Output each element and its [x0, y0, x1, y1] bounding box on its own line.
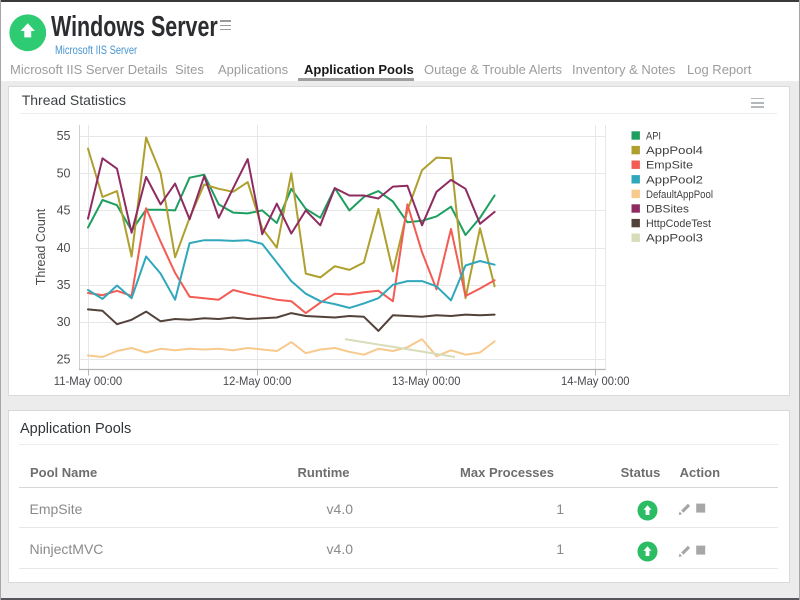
- svg-text:13-May 00:00: 13-May 00:00: [392, 374, 461, 388]
- svg-text:14-May 00:00: 14-May 00:00: [561, 374, 630, 388]
- svg-text:AppPool4: AppPool4: [646, 145, 703, 157]
- svg-text:55: 55: [57, 129, 71, 143]
- svg-text:40: 40: [57, 241, 71, 255]
- svg-text:35: 35: [57, 278, 71, 292]
- svg-text:50: 50: [57, 166, 71, 180]
- svg-text:25: 25: [57, 352, 71, 366]
- svg-text:DBSites: DBSites: [646, 204, 690, 216]
- svg-text:API: API: [646, 131, 661, 143]
- svg-text:DefaultAppPool: DefaultAppPool: [646, 189, 713, 201]
- svg-text:30: 30: [57, 315, 71, 329]
- svg-text:Thread Count: Thread Count: [34, 208, 48, 285]
- svg-text:11-May 00:00: 11-May 00:00: [54, 374, 123, 388]
- svg-text:12-May 00:00: 12-May 00:00: [223, 374, 292, 388]
- svg-text:EmpSite: EmpSite: [646, 160, 693, 172]
- svg-text:45: 45: [57, 204, 71, 218]
- svg-text:AppPool2: AppPool2: [646, 174, 703, 186]
- svg-text:HttpCodeTest: HttpCodeTest: [646, 218, 711, 230]
- svg-text:AppPool3: AppPool3: [646, 233, 703, 245]
